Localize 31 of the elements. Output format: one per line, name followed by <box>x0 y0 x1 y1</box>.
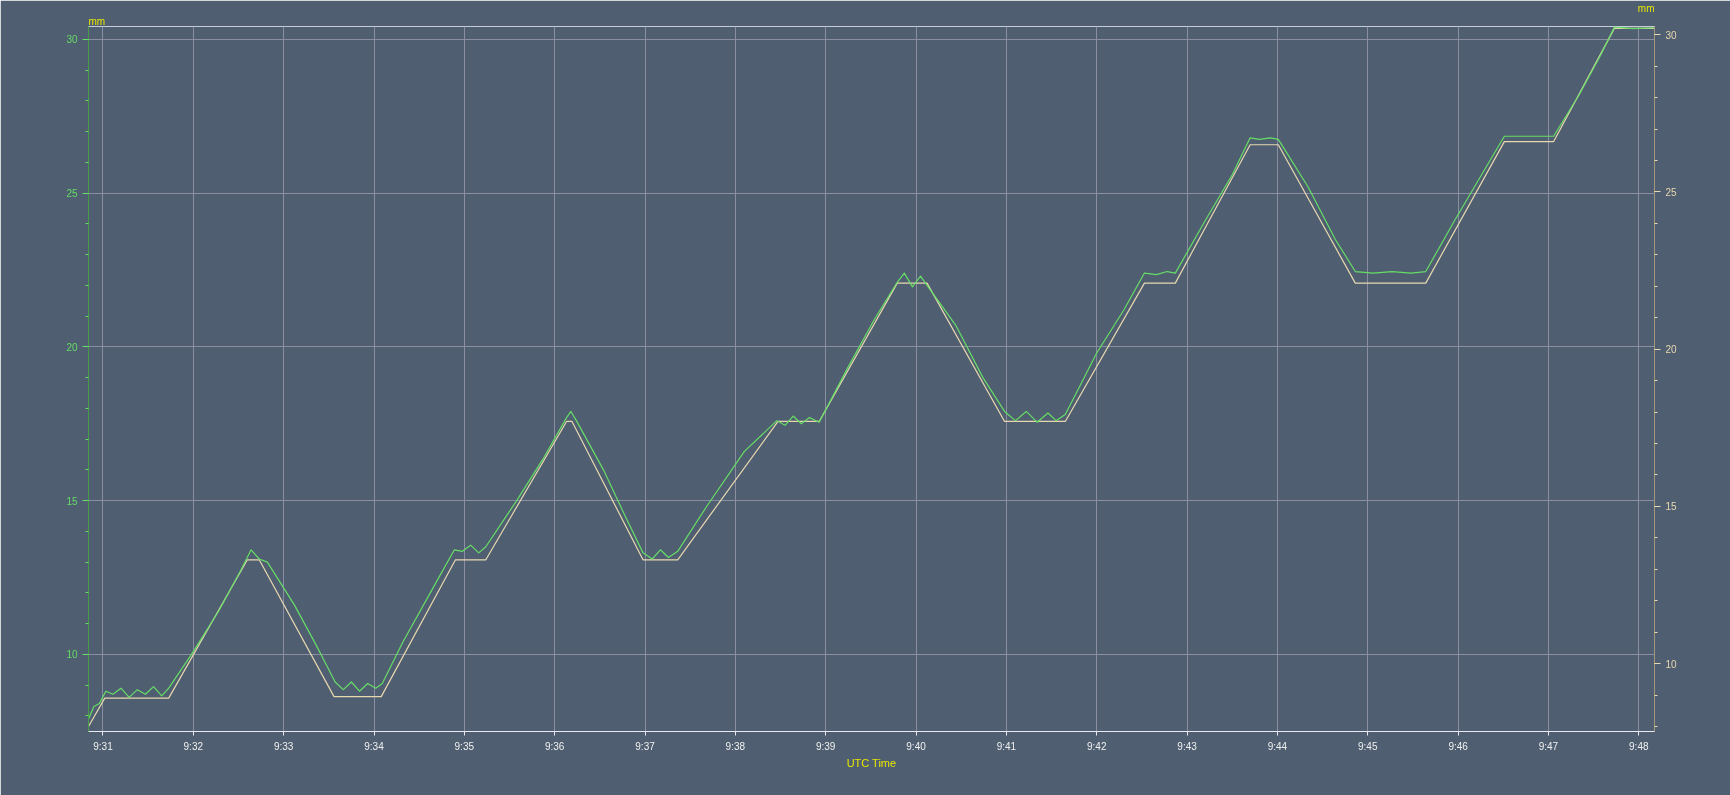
y2-tick-label: 20 <box>1665 344 1678 356</box>
x-tick-label: 9:43 <box>1177 740 1198 752</box>
y2-tick-label: 15 <box>1665 501 1678 513</box>
y2-tick-label: 10 <box>1665 658 1678 670</box>
y2-tick-label: 30 <box>1665 29 1678 41</box>
y-tick-label: 25 <box>66 188 78 200</box>
y-axis-title: mm <box>88 15 106 27</box>
x-tick-label: 9:44 <box>1267 740 1288 752</box>
x-tick-label: 9:31 <box>93 740 114 752</box>
x-tick-label: 9:36 <box>544 740 565 752</box>
x-tick-label: 9:34 <box>364 740 385 752</box>
x-tick-label: 9:37 <box>635 740 656 752</box>
y-tick-label: 10 <box>66 649 78 661</box>
y-tick-label: 20 <box>66 341 78 353</box>
x-tick-label: 9:40 <box>906 740 927 752</box>
y-tick-label: 15 <box>66 495 78 507</box>
x-tick-label: 9:33 <box>273 740 294 752</box>
y2-axis-title: mm <box>1637 2 1655 14</box>
x-tick-label: 9:32 <box>183 740 204 752</box>
x-tick-label: 9:39 <box>815 740 836 752</box>
x-tick-label: 9:47 <box>1538 740 1559 752</box>
x-tick-label: 9:48 <box>1629 740 1649 752</box>
x-tick-label: 9:46 <box>1448 740 1469 752</box>
x-tick-label: 9:35 <box>454 740 475 752</box>
x-axis-title: UTC Time <box>846 756 897 769</box>
x-tick-label: 9:42 <box>1086 740 1107 752</box>
x-tick-label: 9:45 <box>1358 740 1378 752</box>
y-tick-label: 30 <box>66 34 78 46</box>
x-tick-label: 9:41 <box>996 740 1017 752</box>
y2-tick-label: 25 <box>1665 186 1678 198</box>
x-tick-label: 9:38 <box>725 740 746 752</box>
